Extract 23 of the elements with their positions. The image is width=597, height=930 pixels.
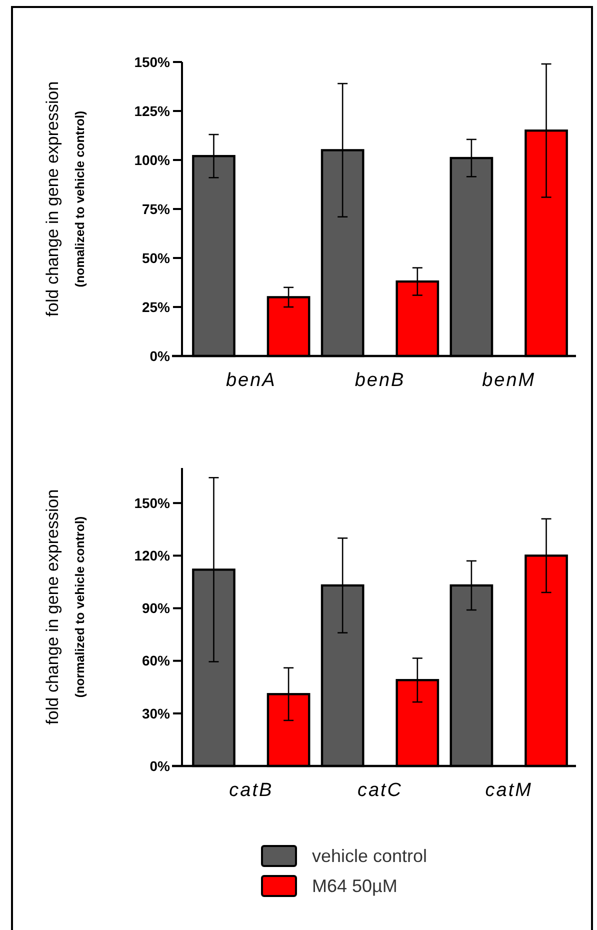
- x-tick-label: catC: [357, 780, 403, 801]
- y-tick-label: 25%: [142, 298, 171, 315]
- y-tick-label: 75%: [142, 200, 171, 217]
- y-tick-label: 120%: [134, 548, 171, 564]
- y-tick-label: 50%: [142, 250, 171, 266]
- x-tick-label: catM: [485, 780, 532, 801]
- y-tick-label: 30%: [142, 705, 171, 722]
- y-tick-label: 100%: [134, 152, 171, 168]
- x-tick-label: benA: [226, 370, 276, 391]
- x-tick-label: benM: [482, 370, 536, 391]
- y-tick-label: 150%: [134, 494, 171, 511]
- y-axis-title: fold change in gene expression (nomalized to vehicle control): [43, 81, 87, 317]
- y-tick-label: 60%: [142, 652, 171, 669]
- y-tick-label: 0%: [150, 758, 171, 774]
- y-axis-title: fold change in gene expression (normalized to vehicle control): [43, 489, 87, 725]
- x-tick-label: benB: [354, 370, 406, 391]
- y-tick-label: 0%: [150, 348, 171, 364]
- legend-label: M64 50µM: [312, 876, 398, 896]
- y-tick-label: 125%: [134, 102, 171, 119]
- y-tick-label: 90%: [142, 600, 171, 616]
- legend-label: vehicle control: [312, 846, 428, 866]
- x-tick-label: catB: [229, 780, 274, 801]
- y-tick-label: 150%: [134, 54, 171, 70]
